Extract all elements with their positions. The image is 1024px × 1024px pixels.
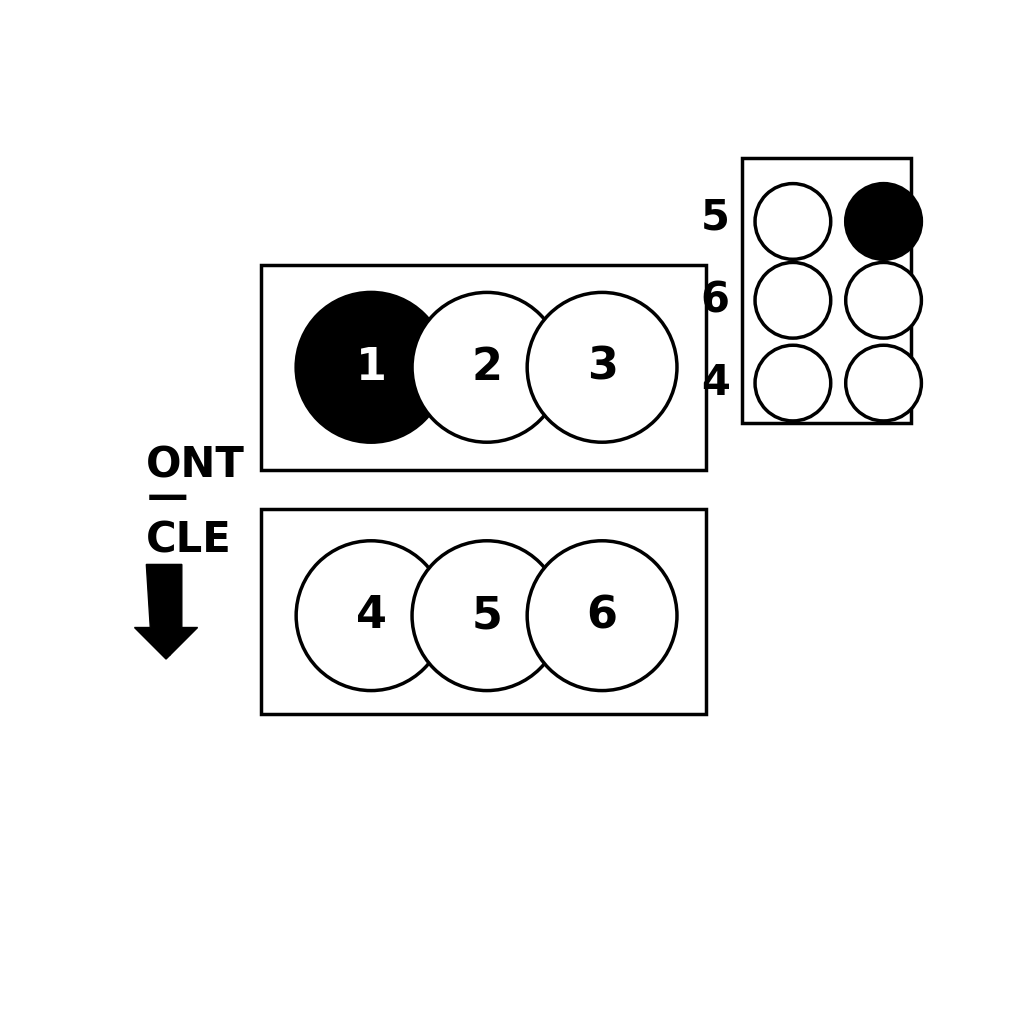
Bar bbox=[741, 159, 911, 423]
Circle shape bbox=[527, 293, 677, 442]
Text: 6: 6 bbox=[700, 280, 730, 322]
Text: —: — bbox=[146, 476, 188, 518]
Circle shape bbox=[846, 345, 922, 421]
Text: 4: 4 bbox=[701, 362, 730, 404]
Text: CLE: CLE bbox=[146, 520, 232, 562]
Circle shape bbox=[755, 345, 830, 421]
Text: 5: 5 bbox=[471, 594, 503, 637]
Text: 5: 5 bbox=[701, 197, 730, 239]
Text: 4: 4 bbox=[355, 594, 386, 637]
Text: 1: 1 bbox=[355, 346, 386, 389]
Text: ONT: ONT bbox=[146, 444, 245, 486]
Circle shape bbox=[412, 293, 562, 442]
Text: 6: 6 bbox=[587, 594, 617, 637]
Text: 3: 3 bbox=[587, 346, 617, 389]
Circle shape bbox=[296, 293, 446, 442]
Circle shape bbox=[527, 541, 677, 690]
Circle shape bbox=[755, 262, 830, 338]
Circle shape bbox=[846, 262, 922, 338]
Bar bbox=[261, 509, 707, 715]
Bar bbox=[261, 265, 707, 470]
Circle shape bbox=[296, 541, 446, 690]
Circle shape bbox=[846, 183, 922, 259]
Text: 2: 2 bbox=[471, 346, 503, 389]
Polygon shape bbox=[134, 564, 198, 659]
Circle shape bbox=[412, 541, 562, 690]
Circle shape bbox=[755, 183, 830, 259]
